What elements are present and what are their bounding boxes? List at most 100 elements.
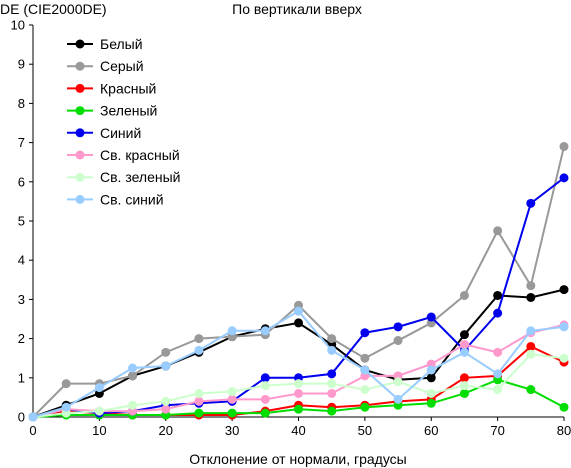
data-point bbox=[327, 345, 337, 355]
data-point bbox=[493, 290, 503, 300]
data-point bbox=[260, 326, 270, 336]
data-point bbox=[294, 404, 303, 414]
x-tick-label: 10 bbox=[92, 423, 106, 438]
data-point bbox=[161, 404, 171, 414]
legend-item-2: Серый bbox=[67, 58, 144, 74]
data-point bbox=[559, 402, 569, 412]
data-point bbox=[161, 396, 171, 406]
x-tick-label: 60 bbox=[424, 423, 438, 438]
data-point bbox=[327, 388, 337, 398]
data-point bbox=[194, 408, 204, 418]
legend-label: Белый bbox=[100, 36, 143, 52]
series-8 bbox=[28, 306, 569, 422]
legend-item-6: Св. красный bbox=[67, 147, 180, 163]
data-point bbox=[526, 349, 536, 359]
axes: 0 1 2 3 4 5 6 7 8 9 10 0 10 20 30 40 50 60 70 80 bbox=[11, 18, 571, 439]
data-point bbox=[94, 383, 104, 393]
data-point bbox=[294, 388, 303, 398]
data-point bbox=[260, 408, 270, 418]
series-layer bbox=[28, 142, 569, 422]
legend-item-5: Синий bbox=[67, 125, 141, 141]
data-point bbox=[493, 226, 503, 236]
legend-label: Св. зеленый bbox=[100, 169, 180, 185]
data-point bbox=[128, 400, 138, 410]
chart-title: По вертикали вверх bbox=[232, 1, 362, 17]
legend-item-1: Белый bbox=[67, 36, 143, 52]
legend-item-4: Зеленый bbox=[67, 103, 157, 119]
data-point bbox=[559, 173, 569, 183]
data-point bbox=[327, 406, 337, 416]
data-point bbox=[294, 318, 303, 328]
y-tick-label: 8 bbox=[18, 96, 25, 111]
data-point bbox=[294, 379, 303, 389]
x-tick-label: 40 bbox=[291, 423, 305, 438]
data-point bbox=[393, 336, 403, 346]
data-point bbox=[327, 369, 337, 379]
data-point bbox=[459, 347, 469, 357]
x-tick-label: 0 bbox=[29, 423, 36, 438]
data-point bbox=[194, 388, 204, 398]
legend-label: Св. красный bbox=[100, 147, 180, 163]
data-point bbox=[360, 353, 370, 363]
data-point bbox=[426, 312, 436, 322]
data-point bbox=[327, 379, 337, 389]
y-tick-label: 7 bbox=[18, 135, 25, 150]
legend-marker bbox=[75, 194, 85, 204]
data-point bbox=[260, 394, 270, 404]
legend-label: Синий bbox=[100, 125, 141, 141]
data-point bbox=[426, 398, 436, 408]
y-tick-label: 0 bbox=[18, 410, 25, 425]
data-point bbox=[327, 334, 337, 344]
data-point bbox=[128, 363, 138, 373]
data-point bbox=[493, 369, 503, 379]
data-point bbox=[61, 379, 71, 389]
x-tick-label: 80 bbox=[557, 423, 571, 438]
data-point bbox=[393, 377, 403, 387]
legend-item-8: Св. синий bbox=[67, 191, 164, 207]
legend-item-3: Красный bbox=[67, 80, 156, 96]
data-point bbox=[393, 322, 403, 332]
data-point bbox=[360, 365, 370, 375]
legend-label: Зеленый bbox=[100, 103, 157, 119]
data-point bbox=[161, 347, 171, 357]
data-point bbox=[526, 292, 536, 302]
data-point bbox=[526, 198, 536, 208]
data-point bbox=[227, 408, 237, 418]
data-point bbox=[393, 394, 403, 404]
legend-marker bbox=[75, 128, 85, 138]
data-point bbox=[360, 402, 370, 412]
data-point bbox=[294, 306, 303, 316]
data-point bbox=[194, 396, 204, 406]
y-tick-label: 1 bbox=[18, 370, 25, 385]
data-point bbox=[559, 285, 569, 295]
data-point bbox=[227, 394, 237, 404]
data-point bbox=[559, 142, 569, 152]
data-point bbox=[260, 373, 270, 383]
legend-label: Серый bbox=[100, 58, 144, 74]
data-point bbox=[559, 353, 569, 363]
y-tick-label: 4 bbox=[18, 253, 25, 268]
data-point bbox=[459, 330, 469, 340]
legend-marker bbox=[75, 61, 85, 71]
y-tick-label: 10 bbox=[11, 18, 25, 33]
data-point bbox=[28, 412, 38, 422]
x-tick-label: 20 bbox=[159, 423, 173, 438]
data-point bbox=[94, 406, 104, 416]
data-point bbox=[194, 345, 204, 355]
data-point bbox=[161, 361, 171, 371]
legend-item-7: Св. зеленый bbox=[67, 169, 180, 185]
data-point bbox=[526, 281, 536, 291]
legend-marker bbox=[75, 106, 85, 116]
data-point bbox=[194, 334, 204, 344]
data-point bbox=[459, 373, 469, 383]
data-point bbox=[426, 388, 436, 398]
legend: Белый Серый Красный Зеленый Синий Св. красный… bbox=[67, 36, 180, 207]
y-tick-label: 9 bbox=[18, 57, 25, 72]
data-point bbox=[459, 388, 469, 398]
legend-marker bbox=[75, 150, 85, 160]
y-axis-label: DE (CIE2000DE) bbox=[0, 1, 107, 17]
x-tick-label: 30 bbox=[225, 423, 239, 438]
data-point bbox=[526, 341, 536, 351]
x-axis-label: Отклонение от нормали, градусы bbox=[189, 451, 406, 467]
